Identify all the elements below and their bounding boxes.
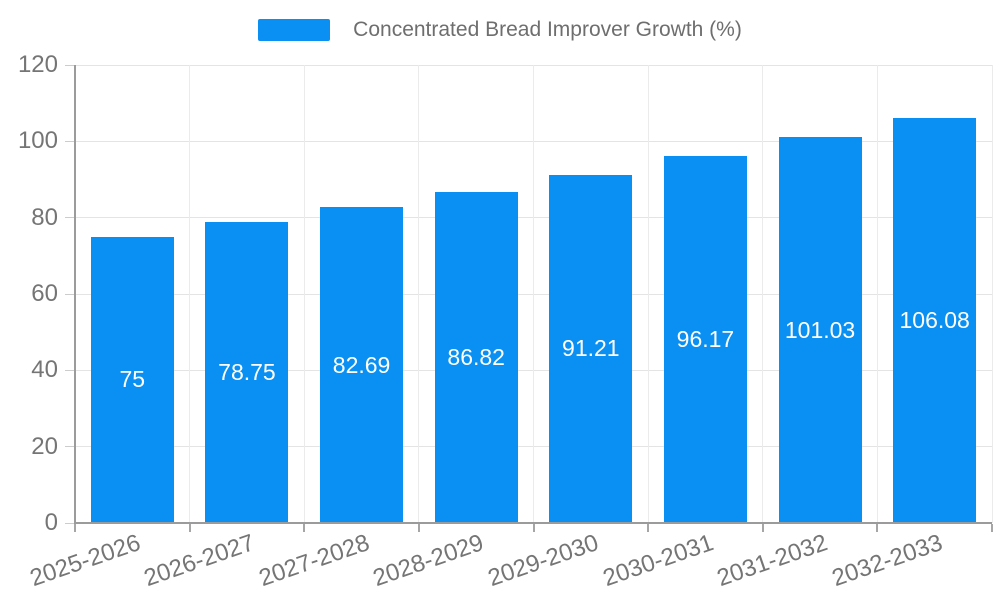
bar-value-label: 78.75: [218, 359, 276, 386]
gridline-vertical: [418, 65, 420, 523]
x-axis-tick: [532, 524, 535, 532]
x-axis-tick: [991, 524, 993, 532]
y-axis-tick: [65, 522, 75, 524]
y-axis-tick: [65, 369, 75, 371]
bar[interactable]: 82.69: [320, 207, 404, 523]
bar[interactable]: 96.17: [663, 155, 747, 523]
x-axis-tick-label: 2025-2026: [26, 529, 144, 593]
x-axis-tick: [876, 524, 879, 532]
x-axis-tick-label: 2032-2033: [828, 529, 946, 593]
y-axis-tick-label: 20: [31, 432, 58, 460]
bar[interactable]: 86.82: [434, 191, 518, 523]
bar[interactable]: 101.03: [778, 137, 862, 523]
bar-value-label: 96.17: [676, 325, 735, 352]
bar-value-label: 75: [119, 366, 146, 393]
bar-value-label: 91.21: [562, 335, 620, 362]
gridline-vertical: [991, 65, 993, 523]
x-axis-tick: [647, 524, 650, 532]
y-axis-tick-label: 60: [31, 280, 58, 307]
x-axis-tick-label: 2027-2028: [255, 529, 373, 593]
gridline-vertical: [876, 65, 878, 523]
bar[interactable]: 106.08: [893, 118, 977, 523]
gridline-vertical: [533, 65, 534, 523]
x-axis-tick: [417, 524, 420, 532]
y-axis-tick-label: 80: [31, 203, 58, 231]
x-axis-line: [75, 522, 992, 524]
x-axis-tick-label: 2029-2030: [484, 529, 602, 593]
y-axis-line: [74, 65, 76, 525]
y-axis-tick-label: 100: [17, 127, 58, 155]
x-axis-tick: [303, 524, 306, 532]
legend-swatch[interactable]: [258, 19, 331, 41]
x-axis-tick-label: 2031-2032: [713, 529, 832, 593]
bar[interactable]: 78.75: [205, 222, 289, 523]
gridline-vertical: [647, 65, 649, 523]
bar-value-label: 86.82: [447, 343, 505, 370]
x-axis-tick-label: 2030-2031: [599, 529, 717, 593]
gridline-vertical: [762, 65, 764, 523]
y-axis-tick: [65, 446, 75, 448]
y-axis-tick: [65, 64, 75, 66]
y-axis-tick-label: 40: [31, 356, 58, 384]
bar[interactable]: 91.21: [549, 174, 633, 523]
x-axis-tick: [761, 524, 764, 532]
y-axis-tick: [65, 217, 75, 219]
gridline-vertical: [189, 65, 191, 523]
gridline-vertical: [303, 65, 305, 523]
x-axis-tick: [74, 524, 76, 532]
x-axis-tick-label: 2026-2027: [140, 529, 259, 593]
legend-label[interactable]: Concentrated Bread Improver Growth (%): [353, 18, 742, 41]
x-axis-tick-label: 2028-2029: [370, 529, 488, 593]
bar-value-label: 82.69: [332, 351, 391, 378]
legend: Concentrated Bread Improver Growth (%): [0, 18, 1000, 42]
y-axis-tick: [65, 293, 75, 295]
y-axis-tick: [65, 140, 75, 142]
y-axis-tick-label: 0: [44, 509, 58, 536]
bar-value-label: 106.08: [899, 307, 970, 334]
bar[interactable]: 75: [90, 236, 174, 523]
y-axis-tick-label: 120: [17, 51, 58, 78]
bar-value-label: 101.03: [784, 316, 856, 343]
x-axis-tick: [188, 524, 191, 532]
